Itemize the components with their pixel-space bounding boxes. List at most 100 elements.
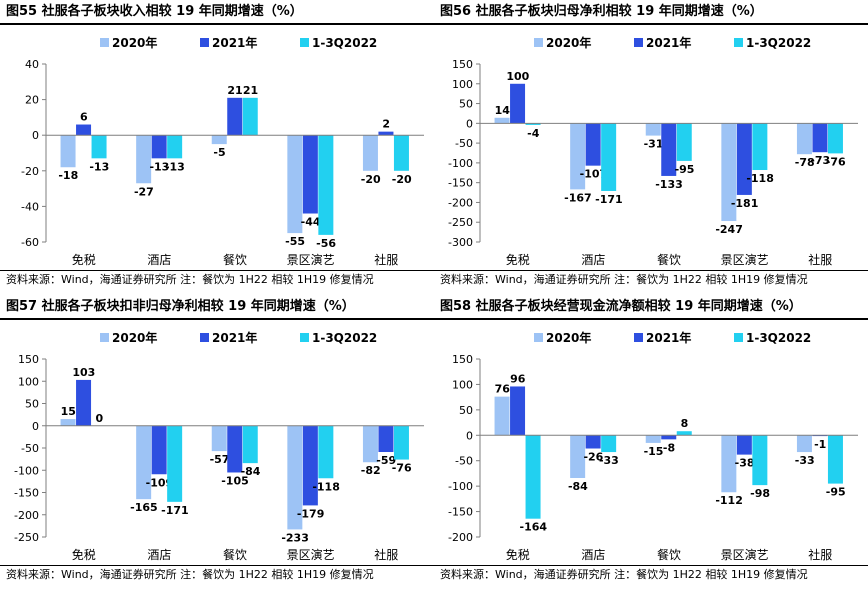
legend-swatch-2022 <box>300 333 309 342</box>
data-label-2020: -165 <box>130 501 158 514</box>
data-label-2020: -84 <box>568 480 588 493</box>
y-tick-label: 100 <box>18 375 39 388</box>
y-tick-label: -40 <box>21 200 39 213</box>
legend-swatch-2020 <box>100 38 109 47</box>
chart-operating-cashflow-growth: 2020年 2021年 1-3Q2022 -200 -150 -100 -50 0 50 100 1… <box>448 330 858 562</box>
x-category-label: 餐饮 <box>223 547 247 562</box>
bar-2020 <box>570 435 586 479</box>
data-label-2022: -164 <box>520 521 548 534</box>
bar-2022 <box>601 123 617 191</box>
y-tick-label: -200 <box>448 531 473 544</box>
source-divider <box>434 270 868 271</box>
bar-2021 <box>227 97 243 136</box>
source-note: 资料来源：Wind，海通证券研究所 注：餐饮为 1H22 相较 1H19 修复情… <box>6 273 374 286</box>
title-divider <box>434 23 868 25</box>
data-label-2022: -171 <box>595 193 623 206</box>
bar-2021 <box>76 379 92 426</box>
data-label-2022: -118 <box>312 480 340 493</box>
y-tick-label: -100 <box>448 480 473 493</box>
x-category-label: 免税 <box>506 252 530 267</box>
data-label-2022: -20 <box>392 173 412 186</box>
y-tick-label: -150 <box>448 177 473 190</box>
data-label-2022: 8 <box>681 417 689 430</box>
title-divider <box>0 23 434 25</box>
y-tick-label: 150 <box>452 353 473 366</box>
data-label-2020: -5 <box>213 146 225 159</box>
data-label-2020: 15 <box>61 405 76 418</box>
data-label-2020: -247 <box>715 223 743 236</box>
data-label-2020: -33 <box>795 454 815 467</box>
data-label-2020: -167 <box>564 191 592 204</box>
data-label-2022: -33 <box>599 454 619 467</box>
data-label-2022: -95 <box>826 486 846 499</box>
bar-2022 <box>752 435 768 486</box>
bar-2020 <box>494 117 510 124</box>
bar-2022 <box>827 123 843 154</box>
data-label-2022: -95 <box>675 163 695 176</box>
data-label-2021: -179 <box>297 507 325 520</box>
bar-2022 <box>601 435 617 453</box>
legend-swatch-2020 <box>100 333 109 342</box>
x-category-label: 免税 <box>506 547 530 562</box>
bar-2021 <box>736 435 752 455</box>
legend-swatch-2022 <box>734 38 743 47</box>
bar-2021 <box>227 425 243 473</box>
y-tick-label: 0 <box>32 420 39 433</box>
bar-2020 <box>211 135 227 145</box>
data-label-2022: 21 <box>243 84 258 97</box>
bar-2021 <box>302 135 318 214</box>
y-tick-label: -50 <box>455 455 473 468</box>
data-label-2020: -233 <box>281 531 309 544</box>
data-label-2021: -107 <box>580 168 608 181</box>
bar-2022 <box>393 425 409 460</box>
data-label-2022: -98 <box>750 487 770 500</box>
data-label-2021: 96 <box>510 372 526 385</box>
bar-2020 <box>60 419 76 426</box>
x-category-label: 景区演艺 <box>721 252 769 267</box>
source-divider <box>434 565 868 566</box>
data-label-2020: -31 <box>644 138 664 151</box>
bar-2022 <box>242 97 258 136</box>
y-tick-label: 20 <box>25 94 39 107</box>
bar-2021 <box>661 435 677 440</box>
data-label-2022: 0 <box>95 412 103 425</box>
bar-2020 <box>60 135 76 168</box>
bar-2020 <box>721 123 737 222</box>
chart-title: 图57 社服各子板块扣非归母净利相较 19 年同期增速（%） <box>6 299 355 314</box>
data-label-2021: 103 <box>72 366 95 379</box>
bar-2022 <box>167 135 183 159</box>
bar-2021 <box>378 131 394 136</box>
legend-label-2020: 2020年 <box>112 35 157 50</box>
source-note: 资料来源：Wind，海通证券研究所 注：餐饮为 1H22 相较 1H19 修复情… <box>440 273 808 286</box>
data-label-2020: -82 <box>361 464 381 477</box>
bar-2022 <box>676 431 692 436</box>
data-label-2020: 76 <box>495 383 511 396</box>
legend-swatch-2020 <box>534 333 543 342</box>
y-tick-label: -60 <box>21 236 39 249</box>
bar-2022 <box>242 425 258 464</box>
bar-2022 <box>676 123 692 161</box>
x-category-label: 免税 <box>72 547 96 562</box>
data-label-2020: -20 <box>361 173 381 186</box>
data-label-2022: -118 <box>746 172 774 185</box>
data-label-2021: -13 <box>149 160 169 173</box>
bar-2021 <box>76 124 92 136</box>
bar-2022 <box>91 135 107 159</box>
data-label-2021: -8 <box>663 441 675 454</box>
legend-label-2022: 1-3Q2022 <box>312 331 377 345</box>
data-label-2020: -18 <box>58 169 78 182</box>
y-tick-label: -100 <box>448 157 473 170</box>
y-tick-label: 40 <box>25 58 39 71</box>
x-category-label: 餐饮 <box>657 547 681 562</box>
y-tick-label: -250 <box>448 216 473 229</box>
source-note: 资料来源：Wind，海通证券研究所 注：餐饮为 1H22 相较 1H19 修复情… <box>6 568 374 581</box>
data-label-2020: -57 <box>210 453 230 466</box>
chart-panel-56: 图56 社服各子板块归母净利相较 19 年同期增速（%） 2020年 2021年 1… <box>434 0 868 295</box>
data-label-2021: 2 <box>382 118 390 131</box>
x-category-label: 酒店 <box>581 253 605 267</box>
data-label-2020: -55 <box>285 235 305 248</box>
y-tick-label: -20 <box>21 165 39 178</box>
chart-panel-57: 图57 社服各子板块扣非归母净利相较 19 年同期增速（%） 2020年 2021… <box>0 295 434 590</box>
title-divider <box>0 318 434 320</box>
legend-swatch-2021 <box>634 333 643 342</box>
